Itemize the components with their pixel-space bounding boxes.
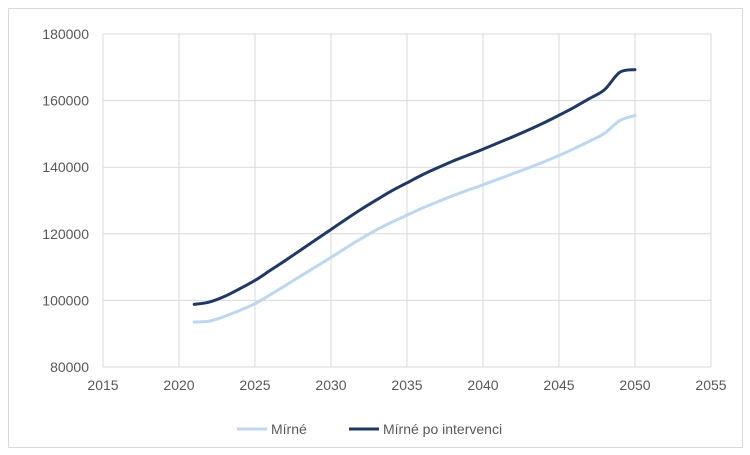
- x-tick-label: 2040: [467, 377, 498, 393]
- x-tick-label: 2055: [695, 377, 726, 393]
- y-tick-label: 180000: [42, 26, 89, 42]
- x-tick-label: 2045: [543, 377, 574, 393]
- chart-frame: 80000 100000 120000 140000 160000 180000 2015 2…: [8, 8, 743, 448]
- y-tick-label: 80000: [50, 359, 89, 375]
- series-line-2: [192, 68, 637, 306]
- y-tick-label: 160000: [42, 93, 89, 109]
- legend-label-2: Mírné po intervenci: [383, 421, 502, 437]
- x-tick-label: 2015: [87, 377, 118, 393]
- legend-label-1: Mírné: [271, 421, 307, 437]
- x-tick-label: 2030: [315, 377, 346, 393]
- y-tick-label: 120000: [42, 226, 89, 242]
- x-tick-label: 2050: [619, 377, 650, 393]
- y-tick-label: 100000: [42, 292, 89, 308]
- y-tick-label: 140000: [42, 159, 89, 175]
- line-chart: 80000 100000 120000 140000 160000 180000 2015 2…: [42, 26, 726, 437]
- x-tick-label: 2025: [239, 377, 270, 393]
- series-line-1: [192, 114, 637, 324]
- x-tick-label: 2035: [391, 377, 422, 393]
- x-tick-label: 2020: [163, 377, 194, 393]
